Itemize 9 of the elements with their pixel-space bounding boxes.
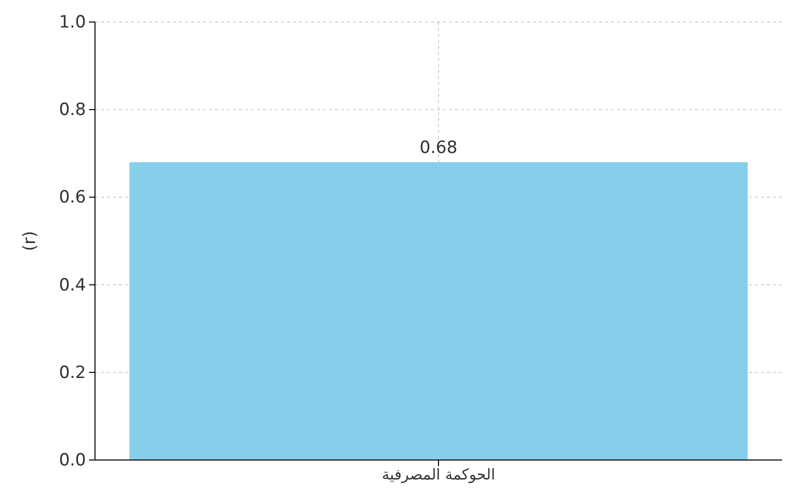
y-tick-label: 1.0: [58, 12, 86, 32]
y-tick-label: 0.2: [58, 362, 86, 383]
data-label: 0.68: [420, 138, 458, 158]
y-tick-label: 0.4: [58, 275, 86, 296]
y-tick-label: 0.0: [58, 450, 86, 470]
x-tick-label: الحوكمة المصرفية: [382, 466, 496, 484]
y-axis-title: (r): [20, 230, 40, 252]
y-tick-label: 0.8: [58, 100, 86, 120]
y-tick-label: 0.6: [58, 188, 86, 208]
